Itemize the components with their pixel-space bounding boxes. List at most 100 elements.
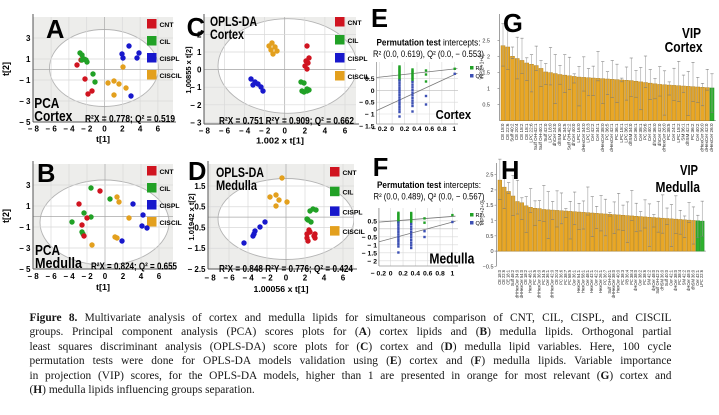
svg-text:0.5: 0.5 bbox=[482, 103, 490, 109]
svg-text:Sulf OH-40:1: Sulf OH-40:1 bbox=[607, 269, 612, 293]
svg-text:Cer 34:1: Cer 34:1 bbox=[595, 123, 600, 141]
svg-text:PC 38:6: PC 38:6 bbox=[642, 269, 647, 285]
svg-text:CE 18:1: CE 18:1 bbox=[524, 123, 529, 140]
svg-text:6: 6 bbox=[157, 272, 162, 281]
svg-text:CE 18:0: CE 18:0 bbox=[500, 123, 505, 140]
svg-text:1.5: 1.5 bbox=[486, 203, 494, 209]
svg-text:1.00056 x t[1]: 1.00056 x t[1] bbox=[254, 284, 309, 294]
svg-text:F: F bbox=[373, 154, 389, 182]
svg-text:A: A bbox=[46, 16, 64, 44]
svg-text:CNT: CNT bbox=[343, 170, 358, 177]
svg-text:1.002 x t[1]: 1.002 x t[1] bbox=[256, 136, 304, 146]
svg-text:4: 4 bbox=[139, 272, 144, 281]
svg-text:− 0.2: − 0.2 bbox=[371, 271, 387, 278]
svg-text:PC 34:5: PC 34:5 bbox=[541, 269, 546, 285]
svg-text:R²X = 0.751 R²Y = 0.909; Q² =: R²X = 0.751 R²Y = 0.909; Q² = 0.662 bbox=[219, 116, 354, 127]
svg-text:dHexCer 26:0: dHexCer 26:0 bbox=[662, 123, 667, 152]
svg-text:− 1.5: − 1.5 bbox=[362, 250, 378, 257]
svg-text:− 2.5: − 2.5 bbox=[187, 265, 206, 274]
svg-text:4: 4 bbox=[138, 125, 143, 134]
svg-text:2.5: 2.5 bbox=[482, 39, 490, 45]
svg-text:−0.5: −0.5 bbox=[483, 264, 494, 270]
svg-text:PC 36:7: PC 36:7 bbox=[603, 269, 608, 285]
svg-text:Sulf OH-42:2: Sulf OH-42:2 bbox=[567, 123, 572, 150]
svg-text:Cer 42:2: Cer 42:2 bbox=[590, 123, 595, 141]
svg-text:dHexCer 42:0: dHexCer 42:0 bbox=[704, 123, 709, 152]
svg-text:2.5: 2.5 bbox=[486, 173, 494, 179]
svg-text:Cortex: Cortex bbox=[210, 27, 244, 42]
svg-text:2: 2 bbox=[487, 55, 490, 61]
svg-text:− 2: − 2 bbox=[367, 258, 377, 265]
svg-text:VIP: VIP bbox=[682, 25, 701, 42]
svg-text:− 4: − 4 bbox=[63, 272, 75, 281]
svg-text:− 3: − 3 bbox=[190, 118, 202, 127]
svg-text:0.5: 0.5 bbox=[194, 203, 206, 212]
svg-text:Cer 38:1: Cer 38:1 bbox=[638, 123, 643, 141]
svg-text:− 8: − 8 bbox=[204, 274, 216, 283]
svg-text:dHexCer 38:0: dHexCer 38:0 bbox=[600, 123, 605, 152]
svg-text:Cer 40:2: Cer 40:2 bbox=[695, 123, 700, 141]
svg-text:VIP[3+2+0]: VIP[3+2+0] bbox=[480, 200, 486, 226]
svg-text:Medulla: Medulla bbox=[35, 255, 83, 272]
svg-text:Medulla: Medulla bbox=[656, 179, 701, 196]
svg-text:dhCer 42:0: dhCer 42:0 bbox=[657, 123, 662, 146]
svg-text:− 1: − 1 bbox=[365, 112, 375, 119]
svg-text:HexCer 54:1: HexCer 54:1 bbox=[576, 269, 581, 293]
svg-text:CISPL: CISPL bbox=[343, 209, 363, 216]
svg-text:− 8: − 8 bbox=[27, 272, 39, 281]
svg-text:HexCer 40:0: HexCer 40:0 bbox=[616, 269, 621, 293]
svg-text:CISCIL: CISCIL bbox=[348, 74, 370, 81]
svg-text:0.6: 0.6 bbox=[423, 271, 433, 278]
svg-text:− 8: − 8 bbox=[28, 125, 40, 134]
svg-text:dHCer 48:0: dHCer 48:0 bbox=[651, 269, 656, 291]
svg-text:− 4: − 4 bbox=[242, 274, 254, 283]
svg-text:1: 1 bbox=[26, 55, 31, 64]
svg-text:4: 4 bbox=[322, 274, 327, 283]
svg-text:6: 6 bbox=[343, 127, 348, 136]
svg-text:LPC 18:3: LPC 18:3 bbox=[586, 123, 591, 143]
svg-text:CE 22:6: CE 22:6 bbox=[505, 123, 510, 140]
svg-text:− 0.5: − 0.5 bbox=[362, 234, 378, 241]
svg-text:PC 36:1: PC 36:1 bbox=[614, 123, 619, 140]
svg-text:Medulla: Medulla bbox=[216, 178, 257, 193]
svg-text:− 2: − 2 bbox=[81, 272, 93, 281]
svg-text:SM 36:1: SM 36:1 bbox=[681, 123, 686, 141]
svg-text:dHSM 36:0: dHSM 36:0 bbox=[660, 269, 665, 290]
svg-text:− 0.2: − 0.2 bbox=[372, 126, 388, 133]
svg-text:CE 18:2: CE 18:2 bbox=[519, 123, 524, 140]
svg-text:Sulf 48:2: Sulf 48:2 bbox=[510, 269, 515, 286]
svg-text:2: 2 bbox=[197, 30, 202, 39]
svg-text:0.8: 0.8 bbox=[435, 271, 445, 278]
svg-text:CE 18:1: CE 18:1 bbox=[506, 269, 511, 285]
svg-text:0: 0 bbox=[390, 126, 394, 133]
svg-text:dHCer 38:0: dHCer 38:0 bbox=[633, 269, 638, 291]
svg-text:CE 20:4: CE 20:4 bbox=[554, 269, 559, 285]
svg-text:Q2: Q2 bbox=[476, 221, 483, 227]
svg-text:HexCer 48:1: HexCer 48:1 bbox=[528, 269, 533, 293]
svg-text:0: 0 bbox=[102, 125, 107, 134]
svg-text:Sulf OH-40:1: Sulf OH-40:1 bbox=[538, 123, 543, 150]
svg-text:CISCIL: CISCIL bbox=[160, 73, 182, 80]
svg-text:PC 38:4: PC 38:4 bbox=[629, 269, 634, 285]
svg-text:Cer 42:1: Cer 42:1 bbox=[695, 269, 700, 285]
svg-text:Cer 48:1: Cer 48:1 bbox=[585, 269, 590, 285]
svg-text:G: G bbox=[503, 10, 523, 38]
svg-text:R2: R2 bbox=[476, 213, 483, 219]
svg-text:− 2: − 2 bbox=[259, 127, 271, 136]
svg-text:SM 42:2: SM 42:2 bbox=[647, 269, 652, 285]
svg-text:Sulf 40:2: Sulf 40:2 bbox=[510, 123, 515, 142]
svg-text:− 1: − 1 bbox=[19, 76, 31, 85]
svg-text:C: C bbox=[187, 14, 205, 42]
svg-text:0: 0 bbox=[197, 66, 202, 75]
svg-text:0.2: 0.2 bbox=[400, 126, 410, 133]
svg-text:0.2: 0.2 bbox=[398, 271, 408, 278]
svg-text:− 1: − 1 bbox=[19, 223, 31, 232]
svg-text:CISPL: CISPL bbox=[160, 56, 180, 63]
svg-text:Cortex: Cortex bbox=[665, 39, 704, 56]
svg-text:Cer 36:1: Cer 36:1 bbox=[545, 269, 550, 285]
svg-text:dhSM 34:0: dhSM 34:0 bbox=[628, 123, 633, 146]
svg-text:1.00855 x t[2]: 1.00855 x t[2] bbox=[184, 46, 193, 94]
svg-text:dHexCer 34:0: dHexCer 34:0 bbox=[581, 123, 586, 152]
svg-text:Cortex: Cortex bbox=[34, 108, 73, 125]
svg-text:6: 6 bbox=[341, 274, 346, 283]
